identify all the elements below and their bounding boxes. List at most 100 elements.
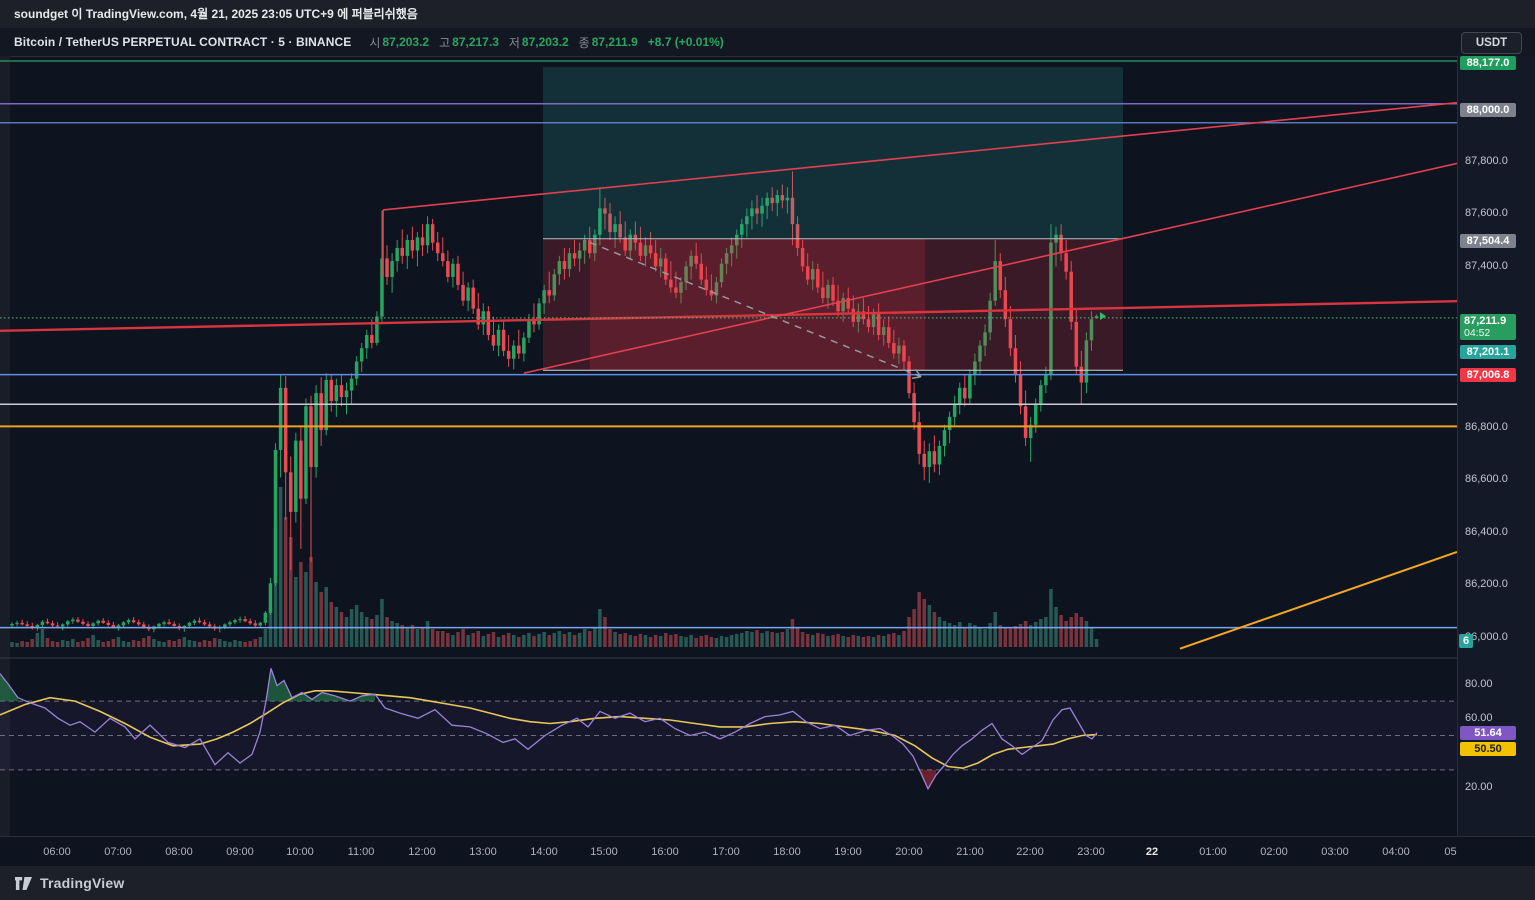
time-tick: 13:00: [469, 846, 497, 858]
volume-bar: [486, 634, 491, 647]
volume-bar: [892, 633, 896, 647]
rsi-overbought-fill: [0, 673, 18, 702]
candle-body: [983, 332, 987, 346]
volume-bar: [304, 572, 308, 647]
candle-body: [841, 298, 845, 312]
volume-bar: [299, 562, 303, 647]
volume-bar: [253, 639, 258, 647]
candle-body: [775, 195, 780, 204]
volume-bar: [1064, 621, 1068, 647]
chart-canvas[interactable]: [0, 56, 1457, 836]
candle-body: [552, 274, 557, 296]
candle-body: [1033, 403, 1038, 425]
price-level-label: 87,006.8: [1460, 368, 1516, 382]
volume-bar: [506, 633, 511, 647]
candle-body: [314, 393, 318, 468]
volume-bar: [167, 640, 171, 647]
chart-plot-area[interactable]: [0, 56, 1457, 836]
volume-bar: [567, 632, 572, 647]
volume-bar: [20, 641, 24, 647]
volume-bar: [1003, 627, 1008, 647]
bar-countdown: 04:52: [1464, 327, 1491, 339]
candle-body: [760, 205, 764, 214]
candle-body: [126, 620, 131, 623]
time-tick: 09:00: [226, 846, 254, 858]
volume-bar: [846, 637, 850, 647]
time-tick: 11:00: [347, 846, 375, 858]
price-tick: 86,600.0: [1465, 473, 1508, 485]
candle-body: [324, 379, 328, 431]
volume-bar: [283, 517, 288, 647]
price-tick: 86,200.0: [1465, 578, 1508, 590]
candle-body: [76, 619, 80, 622]
volume-bar: [1059, 615, 1063, 647]
candle-body: [608, 213, 612, 233]
candle-body: [714, 282, 719, 296]
volume-bar: [400, 625, 404, 647]
volume-bar: [537, 634, 541, 647]
volume-bar: [679, 636, 683, 647]
candle-body: [1028, 424, 1033, 438]
candle-body: [273, 449, 278, 584]
candle-body: [50, 623, 55, 626]
candle-body: [101, 620, 105, 623]
candle-body: [410, 240, 415, 251]
volume-bar: [86, 638, 90, 647]
volume-bar: [547, 635, 551, 647]
volume-bar: [182, 637, 187, 647]
candle-body: [1008, 319, 1013, 349]
candle-body: [846, 298, 850, 309]
symbol-title[interactable]: Bitcoin / TetherUS PERPETUAL CONTRACT · …: [14, 35, 352, 49]
candle-body: [734, 234, 739, 246]
candle-body: [653, 253, 658, 267]
price-tick: 86,800.0: [1465, 421, 1508, 433]
candle-body: [674, 287, 678, 293]
volume-bar: [451, 635, 455, 647]
volume-bar: [871, 637, 876, 647]
volume-bar: [476, 631, 481, 647]
volume-bar: [309, 557, 313, 647]
volume-bar: [552, 633, 557, 647]
volume-bar: [785, 629, 790, 647]
volume-bar: [258, 637, 263, 647]
candle-body: [365, 335, 369, 349]
volume-bar: [278, 487, 283, 647]
price-level-label: 88,177.0: [1460, 56, 1516, 70]
volume-bar: [55, 642, 60, 647]
time-tick-day: 22: [1145, 846, 1159, 858]
tradingview-logo-text[interactable]: TradingView: [40, 875, 125, 891]
volume-bar: [162, 642, 166, 647]
volume-bar: [800, 632, 805, 647]
volume-bar: [821, 634, 825, 647]
candle-body: [81, 621, 85, 624]
candle-body: [856, 311, 861, 322]
volume-bar: [532, 636, 536, 647]
candle-body: [755, 208, 759, 214]
time-axis[interactable]: 06:00 07:00 08:00 09:00 10:00 11:00 12:00 13:00…: [0, 836, 1535, 866]
price-axis[interactable]: 87,800.0 87,600.0 87,400.0 86,800.0 86,600.0…: [1457, 56, 1535, 836]
volume-bar: [542, 632, 546, 647]
price-tick: 86,400.0: [1465, 526, 1508, 538]
candle-body: [567, 253, 572, 270]
candle-body: [785, 197, 790, 201]
volume-bar: [60, 640, 65, 647]
volume-bar: [942, 621, 947, 647]
volume-bar: [810, 635, 815, 647]
volume-bar: [91, 635, 95, 647]
volume-bar: [446, 633, 450, 647]
currency-toggle-button[interactable]: USDT: [1461, 32, 1522, 54]
volume-bar: [689, 635, 693, 647]
candle-body: [405, 240, 410, 256]
candle-body: [618, 224, 622, 238]
volume-bar: [238, 641, 242, 647]
candle-body: [851, 308, 856, 322]
candle-body: [572, 253, 577, 259]
chart-left-edge: [0, 56, 10, 836]
rsi-line: [0, 668, 1098, 791]
volume-bar: [937, 617, 942, 647]
volume-bar: [517, 637, 521, 647]
candle-body: [456, 263, 460, 285]
candle-body: [253, 623, 258, 626]
volume-bar: [192, 641, 197, 647]
time-tick: 05:: [1444, 846, 1457, 858]
